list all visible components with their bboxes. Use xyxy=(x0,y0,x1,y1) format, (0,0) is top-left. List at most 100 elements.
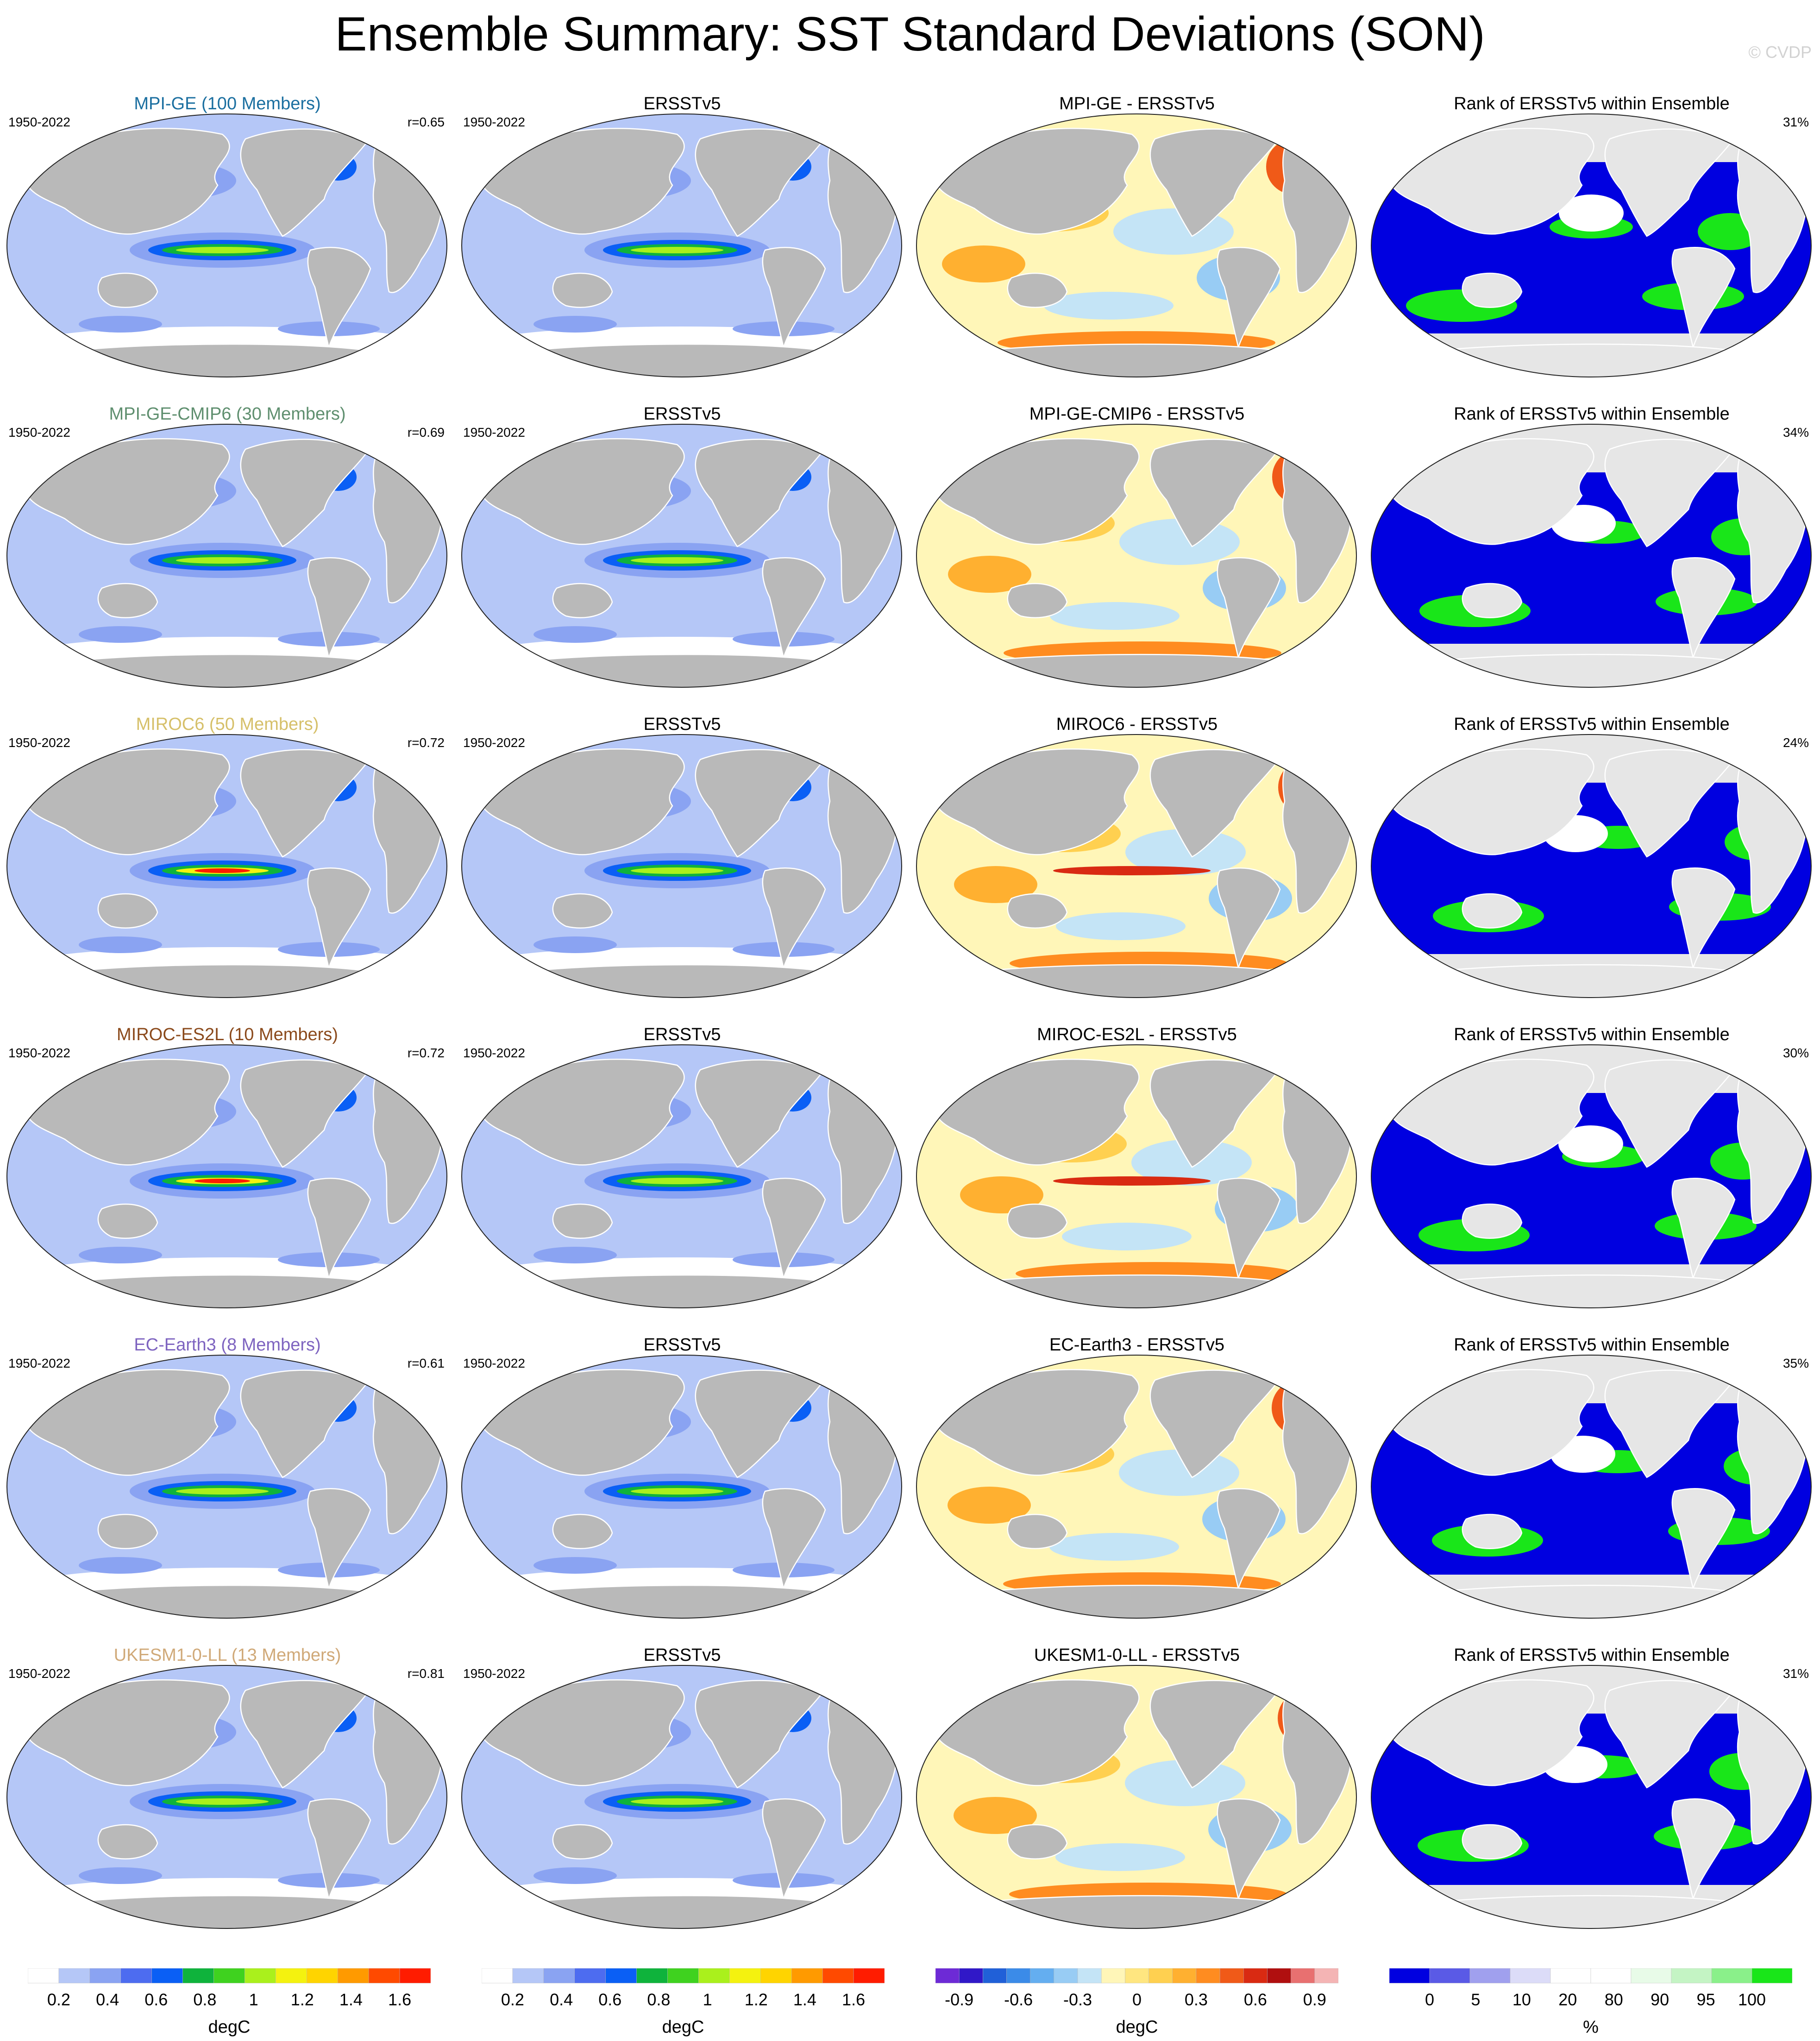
panel-title: Rank of ERSSTv5 within Ensemble xyxy=(1454,715,1730,734)
south-america-landmass xyxy=(1671,247,1736,350)
world-map xyxy=(916,1044,1357,1308)
colorbar-swatch xyxy=(1077,1968,1102,1984)
colorbar-tick-label: 0.8 xyxy=(647,1990,670,2009)
north-america-landmass xyxy=(695,128,822,237)
difference-panel: UKESM1-0-LL - ERSSTv5 xyxy=(910,1635,1364,1945)
equatorial-pacific-core xyxy=(176,247,269,253)
colorbar-swatch xyxy=(307,1968,338,1984)
antarctica-landmass xyxy=(513,343,854,377)
globe-outline xyxy=(916,1355,1357,1619)
world-map xyxy=(916,424,1357,688)
pattern-correlation-label: r=0.65 xyxy=(407,115,445,129)
equatorial-pacific-core xyxy=(176,1488,269,1495)
equatorial-pacific-core xyxy=(631,1488,723,1495)
south-america-landmass xyxy=(762,1798,826,1901)
globe-outline xyxy=(1371,113,1812,377)
pattern-correlation-label: r=0.72 xyxy=(407,1046,445,1060)
world-map xyxy=(6,1044,447,1308)
colorbar-swatch xyxy=(1030,1968,1054,1984)
colorbar-tick-label: 0.3 xyxy=(1185,1990,1208,2009)
southern-ocean-feature xyxy=(533,936,617,953)
asia-landmass xyxy=(22,1058,230,1166)
colorbar-swatch xyxy=(853,1968,885,1984)
south-america-landmass xyxy=(1217,1178,1281,1281)
globe-outline xyxy=(461,424,902,688)
difference-anomaly xyxy=(1125,1760,1245,1806)
panel-title: EC-Earth3 - ERSSTv5 xyxy=(1049,1335,1224,1355)
world-map xyxy=(1371,113,1812,377)
south-america-landmass xyxy=(762,557,826,660)
colorbar-swatch xyxy=(1267,1968,1291,1984)
asia-landmass xyxy=(932,1369,1140,1476)
colorbar-tick-label: 0.6 xyxy=(144,1990,168,2009)
panel-title: MIROC-ES2L (10 Members) xyxy=(117,1025,338,1044)
north-america-landmass xyxy=(1149,1369,1276,1478)
colorbar-swatch xyxy=(1314,1968,1338,1984)
colorbar-swatch xyxy=(822,1968,854,1984)
north-america-landmass xyxy=(1149,1680,1276,1789)
colorbar-swatch xyxy=(1148,1968,1173,1984)
colorbar-swatch xyxy=(120,1968,152,1984)
asia-landmass xyxy=(932,438,1140,545)
colorbar-swatch xyxy=(1389,1968,1430,1984)
colorbar-tick-label: 0.6 xyxy=(598,1990,621,2009)
south-america-landmass xyxy=(1217,1488,1281,1591)
antarctica-landmass xyxy=(1422,1895,1764,1928)
colorbar-tick-label: 1.6 xyxy=(842,1990,865,2009)
southern-ocean-feature xyxy=(79,316,162,333)
australia-landmass xyxy=(1462,1824,1523,1859)
period-label: 1950-2022 xyxy=(8,1666,70,1681)
rank-panel: Rank of ERSSTv5 within Ensemble 35% xyxy=(1364,1325,1819,1635)
colorbar-swatch xyxy=(245,1968,276,1984)
world-map xyxy=(916,1355,1357,1619)
southern-ocean-feature xyxy=(79,626,162,643)
australia-landmass xyxy=(97,1824,158,1859)
equatorial-pacific-core xyxy=(631,1798,723,1805)
colorbar-tick-label: 1 xyxy=(703,1990,712,2009)
colorbar: 0.2 0.4 0.6 0.8 1 1.2 1.4 1.6 degC xyxy=(482,1968,885,2038)
asia-landmass xyxy=(1387,1679,1594,1786)
asia-landmass xyxy=(477,127,685,235)
difference-panel: EC-Earth3 - ERSSTv5 xyxy=(910,1325,1364,1635)
asia-landmass xyxy=(22,127,230,235)
difference-anomaly xyxy=(1049,1533,1179,1561)
asia-landmass xyxy=(477,438,685,545)
asia-landmass xyxy=(1387,1058,1594,1166)
globe-outline xyxy=(461,1355,902,1619)
colorbar-swatch xyxy=(1172,1968,1197,1984)
rank-panel: Rank of ERSSTv5 within Ensemble 31% xyxy=(1364,1635,1819,1945)
colorbar-tick-label: 1.4 xyxy=(793,1990,816,2009)
pattern-correlation-label: r=0.61 xyxy=(407,1356,445,1370)
rank-mid-region xyxy=(1558,1125,1623,1162)
antarctica-landmass xyxy=(58,1584,400,1618)
antarctica-landmass xyxy=(513,1584,854,1618)
colorbar-swatch xyxy=(482,1968,513,1984)
colorbar: -0.9 -0.6 -0.3 0 0.3 0.6 0.9 degC xyxy=(935,1968,1338,2038)
colorbar-swatch xyxy=(1006,1968,1030,1984)
globe-outline xyxy=(1371,1355,1812,1619)
asia-landmass xyxy=(22,1679,230,1786)
southern-ocean-feature xyxy=(79,1557,162,1574)
north-america-landmass xyxy=(1149,749,1276,858)
southern-ocean-feature xyxy=(533,1247,617,1263)
southern-ocean-feature xyxy=(79,1247,162,1263)
australia-landmass xyxy=(1007,1513,1068,1549)
southern-ocean-feature xyxy=(79,1867,162,1884)
australia-landmass xyxy=(552,1513,613,1549)
period-label: 1950-2022 xyxy=(463,1046,525,1060)
asia-landmass xyxy=(1387,438,1594,545)
panel-title: UKESM1-0-LL - ERSSTv5 xyxy=(1034,1645,1240,1665)
model-panel: EC-Earth3 (8 Members) 1950-2022 r=0.61 xyxy=(0,1325,455,1635)
north-america-landmass xyxy=(695,749,822,858)
model-panel: MIROC6 (50 Members) 1950-2022 r=0.72 xyxy=(0,704,455,1014)
australia-landmass xyxy=(97,272,158,308)
equatorial-difference-anomaly xyxy=(1053,866,1211,875)
antarctica-landmass xyxy=(1422,343,1764,377)
globe-outline xyxy=(6,734,447,998)
south-america-landmass xyxy=(307,867,371,970)
colorbar-swatch xyxy=(1291,1968,1315,1984)
period-label: 1950-2022 xyxy=(463,1356,525,1370)
pattern-correlation-label: r=0.72 xyxy=(407,735,445,750)
colorbar-swatch xyxy=(1550,1968,1591,1984)
colorbar-swatch xyxy=(1510,1968,1551,1984)
